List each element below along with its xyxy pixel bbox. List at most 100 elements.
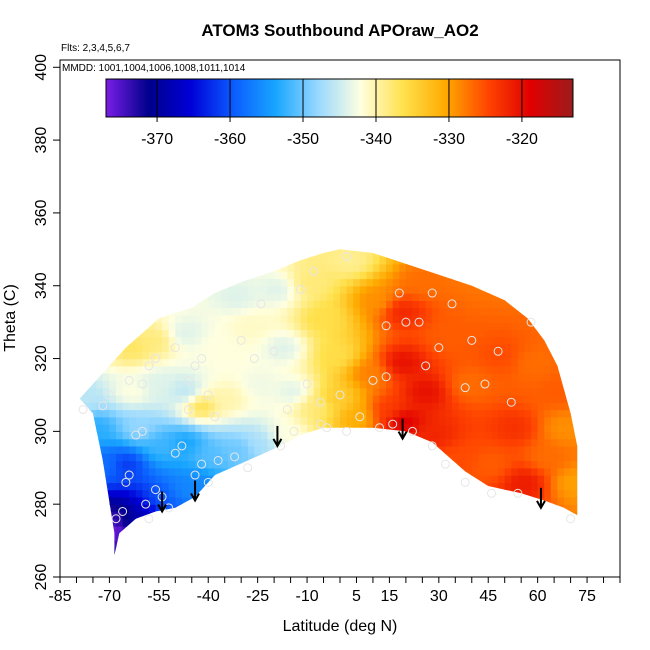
heatmap-cell: [168, 307, 176, 316]
heatmap-cell: [484, 300, 493, 309]
heatmap-cell: [537, 314, 545, 323]
heatmap-cell: [247, 256, 255, 265]
heatmap-cell: [241, 482, 249, 491]
heatmap-cell: [109, 322, 117, 330]
heatmap-cell: [564, 249, 572, 250]
heatmap-cell: [504, 249, 512, 250]
heatmap-cell: [366, 249, 374, 258]
heatmap-cell: [498, 351, 506, 360]
heatmap-cell: [550, 540, 558, 549]
heatmap-cell: [432, 351, 440, 360]
x-tick-label: 60: [529, 588, 547, 605]
x-tick-label: 30: [430, 588, 448, 605]
heatmap-cell: [478, 380, 486, 389]
heatmap-cell: [517, 249, 526, 258]
heatmap-cell: [228, 489, 236, 498]
heatmap-cell: [135, 445, 143, 454]
heatmap-cell: [550, 460, 558, 469]
heatmap-cell: [313, 285, 321, 294]
heatmap-cell: [570, 387, 578, 396]
heatmap-cell: [228, 526, 236, 534]
heatmap-cell: [386, 547, 394, 556]
heatmap-cell: [405, 344, 414, 352]
heatmap-cell: [524, 336, 532, 345]
heatmap-cell: [208, 380, 216, 389]
heatmap-cell: [498, 438, 506, 447]
heatmap-cell: [247, 336, 255, 345]
heatmap-cell: [214, 409, 222, 418]
heatmap-cell: [96, 496, 104, 505]
heatmap-cell: [201, 365, 209, 374]
heatmap-cell: [195, 526, 203, 534]
heatmap-cell: [544, 511, 552, 520]
heatmap-cell: [537, 409, 545, 418]
heatmap-cell: [471, 249, 479, 250]
heatmap-cell: [458, 402, 466, 411]
heatmap-cell: [366, 256, 374, 265]
heatmap-cell: [162, 387, 170, 396]
heatmap-cell: [79, 467, 84, 476]
heatmap-cell: [333, 293, 341, 301]
heatmap-cell: [102, 373, 110, 381]
heatmap-cell: [109, 467, 117, 476]
heatmap-cell: [346, 387, 354, 396]
heatmap-cell: [234, 533, 242, 542]
heatmap-cell: [498, 496, 506, 505]
heatmap-cell: [214, 496, 222, 505]
heatmap-cell: [313, 293, 321, 301]
heatmap-cell: [280, 504, 288, 513]
heatmap-cell: [550, 373, 558, 381]
heatmap-cell: [458, 460, 466, 469]
heatmap-cell: [386, 285, 394, 294]
heatmap-cell: [405, 263, 414, 272]
observation-point: [151, 485, 161, 495]
heatmap-cell: [326, 307, 334, 316]
heatmap-cell: [89, 300, 97, 309]
heatmap-cell: [287, 504, 295, 513]
heatmap-cell: [445, 518, 453, 527]
heatmap-cell: [340, 365, 348, 374]
heatmap-cell: [201, 322, 209, 330]
heatmap-cell: [353, 489, 361, 498]
heatmap-cell: [484, 533, 493, 542]
heatmap-cell: [372, 373, 381, 381]
heatmap-cell: [353, 351, 361, 360]
heatmap-cell: [511, 336, 519, 345]
heatmap-cell: [148, 307, 157, 316]
heatmap-cell: [221, 263, 229, 272]
heatmap-cell: [452, 344, 460, 352]
heatmap-cell: [577, 489, 578, 498]
heatmap-cell: [340, 278, 348, 287]
heatmap-cell: [524, 431, 532, 440]
heatmap-cell: [260, 460, 269, 469]
heatmap-cell: [247, 329, 255, 338]
x-tick-label: -25: [246, 588, 269, 605]
heatmap-cell: [254, 438, 262, 447]
heatmap-cell: [287, 475, 295, 483]
heatmap-cell: [162, 336, 170, 345]
heatmap-cell: [425, 409, 433, 418]
heatmap-cell: [228, 438, 236, 447]
observation-point: [137, 379, 147, 389]
observation-point: [309, 266, 319, 276]
heatmap-cell: [260, 358, 269, 367]
heatmap-cell: [208, 285, 216, 294]
heatmap-cell: [399, 402, 407, 411]
heatmap-cell: [359, 278, 367, 287]
heatmap-cell: [478, 249, 486, 258]
heatmap-cell: [491, 314, 499, 323]
heatmap-cell: [221, 285, 229, 294]
heatmap-cell: [188, 504, 196, 513]
heatmap-cell: [399, 322, 407, 330]
heatmap-cell: [188, 395, 196, 403]
heatmap-cell: [425, 504, 433, 513]
heatmap-cell: [333, 351, 341, 360]
heatmap-cell: [386, 256, 394, 265]
heatmap-cell: [524, 263, 532, 272]
heatmap-cell: [274, 351, 282, 360]
heatmap-cell: [89, 351, 97, 360]
heatmap-cell: [228, 307, 236, 316]
heatmap-cell: [260, 467, 269, 476]
heatmap-cell: [471, 344, 479, 352]
heatmap-cell: [254, 336, 262, 345]
